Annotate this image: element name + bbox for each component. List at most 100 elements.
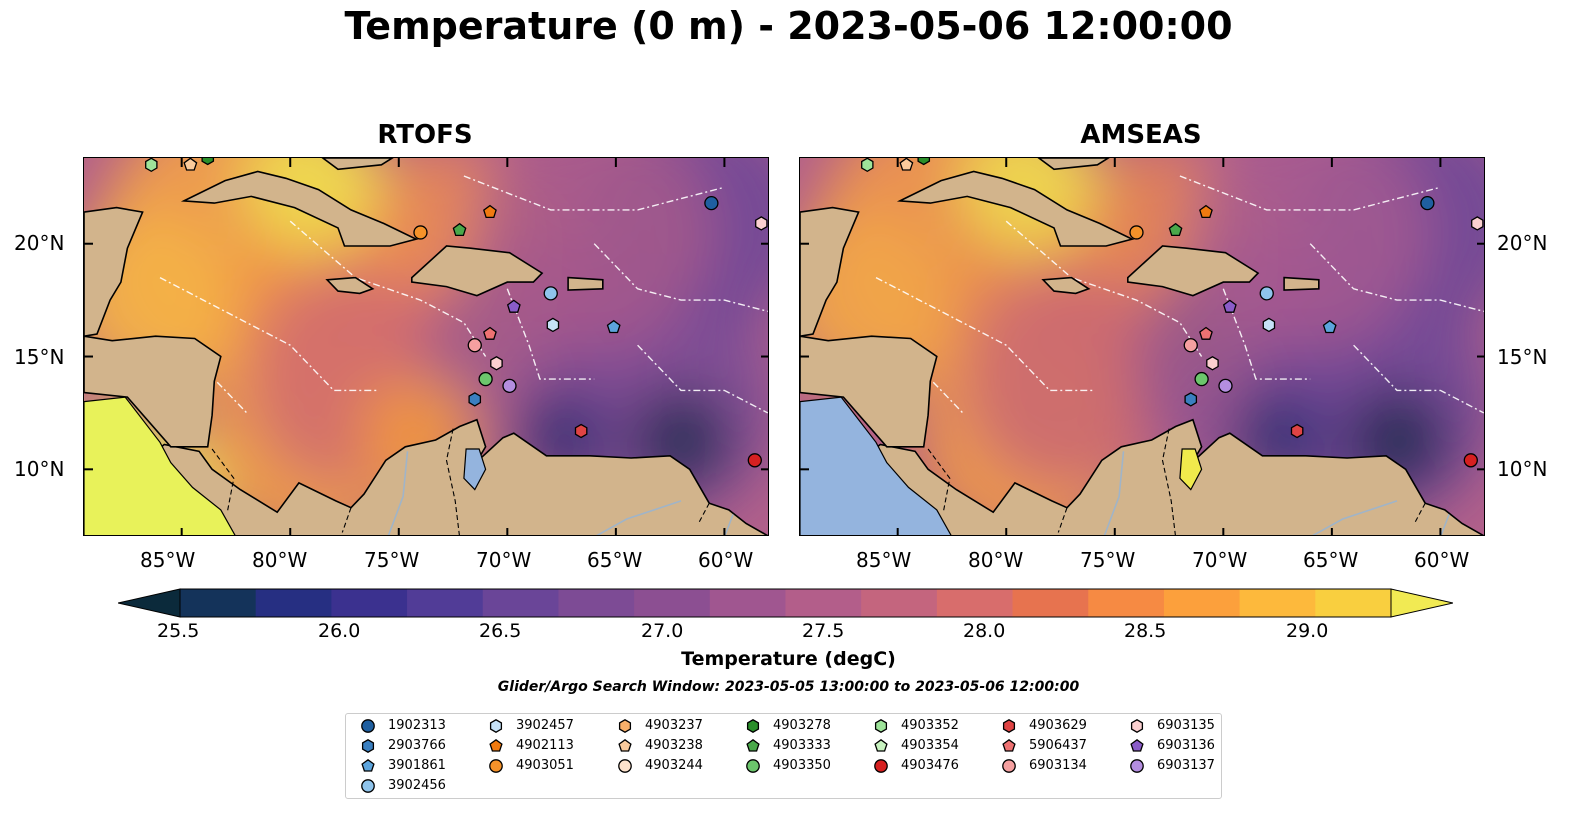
land-mass: [180, 170, 419, 247]
country-border: [341, 507, 352, 533]
colorbar-segment: [936, 589, 1014, 617]
land-mass: [800, 335, 938, 448]
legend-marker-6903135: [1130, 719, 1144, 733]
lat-tick-label: 15°N: [1497, 345, 1548, 369]
figure-title: Temperature (0 m) - 2023-05-06 12:00:00: [344, 4, 1233, 48]
eez-boundary: [159, 276, 378, 392]
float-marker-4903476[interactable]: [1463, 453, 1478, 468]
country-border: [927, 448, 951, 513]
float-marker-2903766[interactable]: [1184, 392, 1198, 407]
lon-tick-label: 70°W: [1192, 548, 1248, 572]
float-marker-2903766[interactable]: [468, 392, 482, 407]
legend-marker-4903278: [746, 719, 760, 733]
float-marker-4902113[interactable]: [483, 204, 497, 219]
eez-boundary: [506, 288, 595, 380]
float-marker-4902113[interactable]: [1199, 204, 1213, 219]
float-marker-6903135[interactable]: [1471, 216, 1484, 231]
float-marker-6903134[interactable]: [1183, 338, 1198, 353]
colorbar-segment: [407, 589, 484, 617]
lake-maracaibo: [463, 448, 487, 491]
legend-label: 4903333: [773, 738, 831, 753]
legend-label: 4903238: [645, 738, 703, 753]
float-marker-4903333[interactable]: [452, 222, 467, 237]
map-rtofs[interactable]: [83, 157, 769, 536]
eez-boundary: [1353, 344, 1484, 414]
float-marker-3902456[interactable]: [543, 286, 558, 301]
float-marker-4903350[interactable]: [1194, 371, 1209, 387]
colorbar: [117, 588, 1454, 618]
float-marker-4903352[interactable]: [861, 158, 874, 173]
float-marker-4903238[interactable]: [899, 158, 914, 171]
legend-label: 3902456: [388, 778, 446, 793]
float-marker-6903137[interactable]: [1218, 378, 1233, 394]
legend-marker-4903238: [618, 738, 632, 752]
country-border: [697, 502, 710, 524]
legend-marker-1902313: [361, 719, 375, 733]
float-marker-3902457[interactable]: [1262, 317, 1276, 333]
lon-tick-label: 85°W: [140, 548, 196, 572]
river: [724, 514, 734, 535]
float-marker-4903238[interactable]: [183, 158, 198, 171]
eez-boundary: [593, 243, 768, 313]
float-marker-3902457[interactable]: [546, 317, 560, 333]
colorbar-extend-high: [1390, 588, 1454, 618]
land-mass: [800, 418, 1484, 535]
float-marker-6903135[interactable]: [755, 216, 768, 231]
colorbar-segment: [634, 589, 711, 617]
float-marker-5906437[interactable]: [483, 326, 497, 340]
float-marker-1902313[interactable]: [1420, 195, 1435, 211]
float-marker-3901861[interactable]: [606, 319, 621, 334]
float-marker-6903137[interactable]: [502, 378, 517, 394]
map-amseas[interactable]: [799, 157, 1485, 536]
colorbar-segment: [709, 589, 786, 617]
land-mass: [325, 276, 375, 295]
lat-tick-label: 15°N: [14, 345, 65, 369]
float-marker-3901861[interactable]: [1322, 319, 1337, 334]
float-marker-1902313[interactable]: [704, 195, 719, 211]
lat-tick-label: 10°N: [14, 457, 65, 481]
river: [1103, 451, 1125, 535]
legend-label: 6903136: [1157, 738, 1215, 753]
colorbar-label: Temperature (degC): [681, 648, 896, 670]
land-mass: [84, 206, 144, 338]
river: [596, 500, 682, 535]
legend-marker-3902456: [361, 779, 375, 793]
float-marker-4903051[interactable]: [1129, 225, 1144, 240]
float-marker-6903135[interactable]: [490, 356, 503, 371]
float-marker-4903278[interactable]: [201, 158, 215, 166]
legend-label: 4903350: [773, 758, 831, 773]
lon-tick-label: 60°W: [1414, 548, 1470, 572]
float-marker-4903333[interactable]: [1168, 222, 1183, 237]
legend-label: 4903244: [645, 758, 703, 773]
float-marker-4903629[interactable]: [574, 423, 588, 439]
float-marker-4903476[interactable]: [747, 453, 762, 468]
float-marker-6903134[interactable]: [467, 338, 482, 353]
float-marker-4903352[interactable]: [145, 158, 158, 173]
lon-tick-label: 75°W: [364, 548, 420, 572]
float-marker-4903278[interactable]: [917, 158, 931, 166]
legend-label: 4903352: [901, 718, 959, 733]
legend-label: 1902313: [388, 718, 446, 733]
temperature-patch: [474, 158, 715, 353]
colorbar-tick: 27.5: [802, 620, 845, 642]
float-marker-4903350[interactable]: [478, 371, 493, 387]
land-mass: [321, 158, 394, 171]
float-marker-4903629[interactable]: [1290, 423, 1304, 439]
land-mass: [1126, 245, 1260, 297]
colorbar-tick: 25.5: [157, 620, 200, 642]
land-mass: [84, 418, 768, 535]
float-marker-5906437[interactable]: [1199, 326, 1213, 340]
land-mass: [567, 276, 604, 291]
float-marker-6903136[interactable]: [506, 299, 521, 313]
float-marker-6903135[interactable]: [1206, 356, 1219, 371]
float-marker-3902456[interactable]: [1259, 286, 1274, 301]
float-marker-4903051[interactable]: [413, 225, 428, 240]
legend-label: 4903354: [901, 738, 959, 753]
lon-tick-label: 85°W: [856, 548, 912, 572]
temperature-patch: [961, 269, 1182, 490]
float-marker-6903136[interactable]: [1222, 299, 1237, 313]
colorbar-tick: 26.0: [318, 620, 361, 642]
colorbar-segment: [180, 589, 257, 617]
legend-marker-3901861: [361, 758, 375, 772]
legend-label: 6903135: [1157, 718, 1215, 733]
